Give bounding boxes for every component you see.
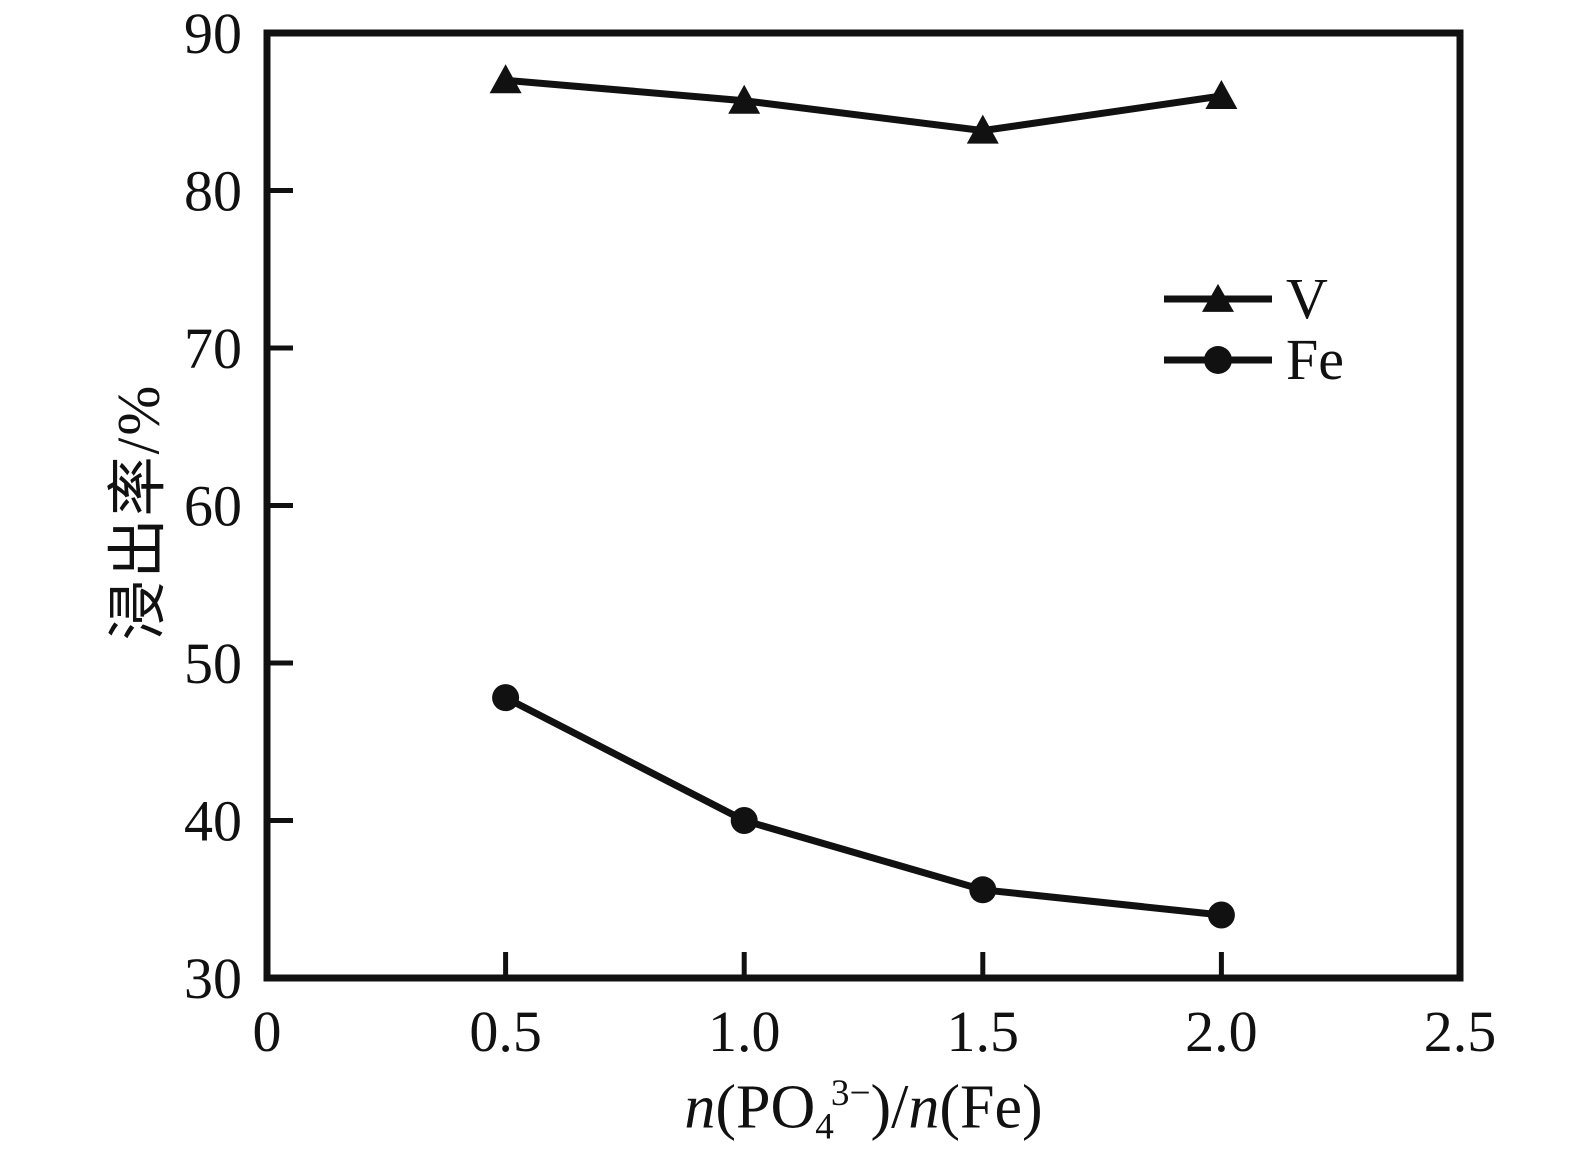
data-point-fe	[730, 807, 758, 834]
circle-marker-icon	[1204, 345, 1232, 374]
y-tick-label: 80	[184, 159, 242, 224]
axes-frame	[263, 29, 1464, 982]
data-point-fe	[1207, 901, 1235, 929]
x-title-open: (PO	[715, 1073, 816, 1142]
y-tick-label: 90	[184, 1, 242, 66]
legend-label-fe: Fe	[1286, 326, 1344, 392]
x-tick-label: 2.0	[1185, 999, 1258, 1064]
legend-swatch-fe	[1164, 344, 1272, 376]
x-title-subscript: 4	[815, 1106, 834, 1148]
x-title-rest: (Fe)	[939, 1073, 1043, 1142]
legend-label-v: V	[1286, 265, 1328, 331]
legend: V Fe	[1164, 268, 1344, 390]
x-tick-label: 2.5	[1424, 999, 1497, 1064]
y-tick-label: 60	[184, 474, 242, 539]
y-tick-label: 40	[184, 789, 242, 854]
legend-swatch-v	[1164, 283, 1272, 315]
x-title-n1: n	[684, 1073, 716, 1142]
x-title-superscript: 3−	[830, 1073, 871, 1114]
x-tick-label: 0.5	[469, 999, 542, 1064]
x-tick-label: 0	[253, 999, 282, 1064]
data-point-v	[966, 114, 999, 144]
data-point-fe	[492, 684, 520, 712]
x-title-n2: n	[908, 1073, 940, 1142]
data-point-v	[489, 64, 522, 94]
y-axis-title: 浸出率/%	[105, 383, 172, 641]
x-tick-label: 1.0	[708, 999, 781, 1064]
x-tick-label: 1.5	[947, 999, 1020, 1064]
data-point-fe	[969, 876, 997, 904]
legend-item-fe: Fe	[1164, 329, 1344, 390]
y-tick-label: 50	[184, 631, 242, 696]
triangle-marker-icon	[1202, 283, 1234, 312]
data-point-v	[728, 84, 761, 114]
y-tick-label: 30	[184, 946, 242, 1011]
y-tick-label: 70	[184, 316, 242, 381]
series-line-fe	[503, 694, 1222, 919]
series-line-v	[505, 76, 1222, 135]
legend-item-v: V	[1164, 268, 1344, 329]
x-axis-title: n(PO43−)/n(Fe)	[267, 1072, 1460, 1148]
x-title-mid: )/	[870, 1073, 909, 1142]
data-point-v	[1205, 80, 1238, 109]
